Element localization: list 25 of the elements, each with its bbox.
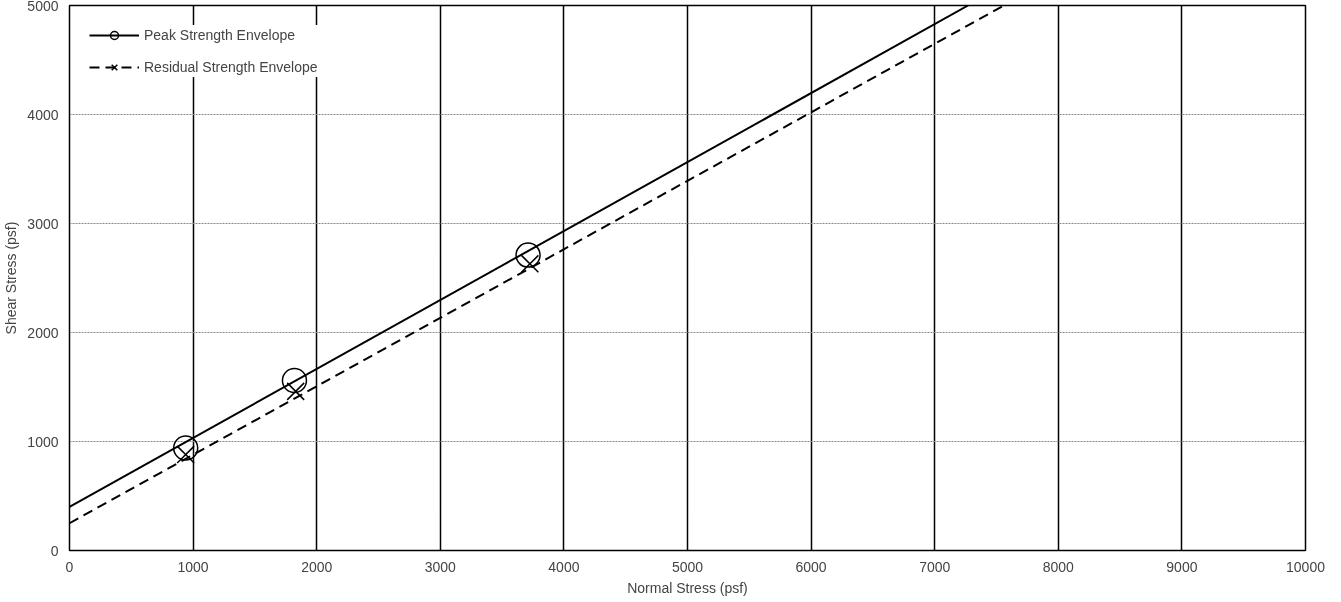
- x-tick-label: 10000: [1286, 558, 1326, 575]
- y-tick-label: 3000: [27, 215, 59, 232]
- y-tick-label: 5000: [27, 0, 59, 14]
- x-tick-label: 6000: [795, 558, 827, 575]
- x-tick-label: 1000: [177, 558, 209, 575]
- y-tick-label: 2000: [27, 324, 59, 341]
- y-tick-label: 0: [50, 542, 59, 559]
- legend-label: Residual Strength Envelope: [144, 59, 318, 75]
- x-tick-label: 7000: [919, 558, 951, 575]
- x-tick-label: 2000: [301, 558, 333, 575]
- x-tick-label: 5000: [671, 558, 704, 575]
- y-tick-label: 4000: [27, 106, 59, 123]
- x-tick-label: 4000: [548, 558, 580, 575]
- point: [172, 435, 199, 461]
- x-tick-label: 0: [65, 558, 74, 575]
- point: [286, 382, 305, 401]
- x-axis-title: Normal Stress (psf): [627, 579, 748, 596]
- x-tick-label: 3000: [424, 558, 457, 575]
- x-tick-label: 9000: [1166, 558, 1198, 575]
- y-axis-title: Shear Stress (psf): [3, 221, 20, 335]
- y-tick-label: 1000: [27, 433, 59, 450]
- point: [515, 242, 541, 268]
- legend-label: Peak Strength Envelope: [144, 27, 295, 43]
- point: [281, 367, 308, 394]
- x-tick-label: 8000: [1042, 558, 1075, 575]
